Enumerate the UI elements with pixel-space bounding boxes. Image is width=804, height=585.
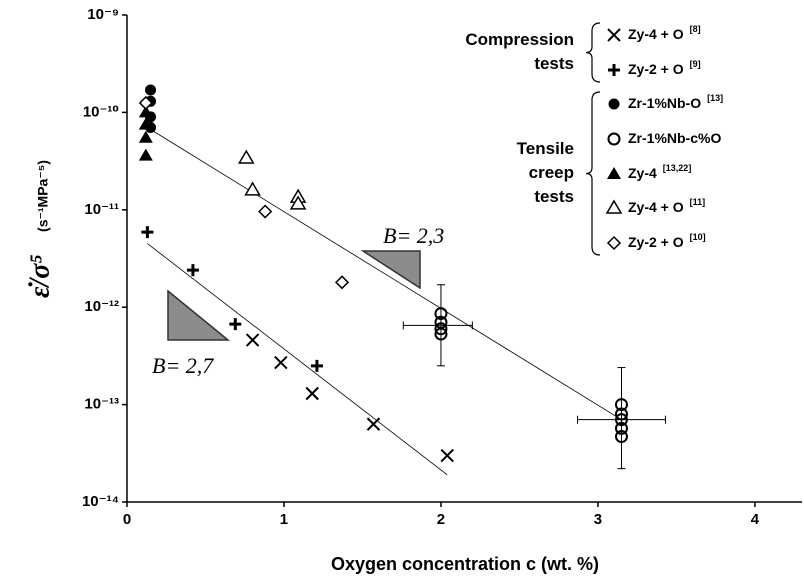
- marker-circle: [614, 430, 628, 444]
- marker-circle: [614, 413, 628, 427]
- marker-circle: [145, 84, 157, 96]
- marker-x: [305, 386, 319, 401]
- marker-diamond: [606, 235, 622, 251]
- legend-label: Zy-4 + O [8]: [628, 24, 701, 41]
- legend-label: Zy-4 + O [11]: [628, 197, 705, 214]
- annotation: B= 2,7: [152, 353, 214, 378]
- x-tick-label: 2: [437, 511, 445, 528]
- y-axis-units: (s⁻¹MPa⁻⁵): [35, 160, 51, 232]
- y-tick-label: 10⁻¹²: [84, 298, 119, 315]
- marker-triangle: [237, 149, 255, 164]
- marker-circle: [614, 398, 628, 412]
- legend-ref: [11]: [690, 197, 706, 207]
- legend-group-label: tests: [534, 187, 574, 206]
- legend-ref: [13,22]: [663, 163, 692, 173]
- y-tick-label: 10⁻¹³: [84, 396, 119, 413]
- legend-ref: [9]: [690, 59, 701, 69]
- marker-plus: [229, 318, 242, 331]
- y-tick-label: 10⁻⁹: [87, 6, 119, 23]
- marker-triangle: [607, 167, 621, 179]
- marker-triangle: [138, 148, 153, 161]
- marker-triangle: [138, 105, 153, 118]
- marker-circle: [614, 421, 628, 435]
- marker-circle: [434, 327, 448, 341]
- legend-name: Zr-1%Nb-O: [628, 95, 701, 111]
- legend-group-label: tests: [534, 54, 574, 73]
- x-tick-label: 4: [751, 511, 760, 528]
- legend-brace: [585, 22, 601, 83]
- legend-group-label: Tensile: [517, 139, 574, 158]
- marker-triangle: [138, 117, 153, 130]
- legend-label: Zy-2 + O [10]: [628, 232, 706, 249]
- slope-triangle: [360, 250, 421, 290]
- x-tick-label: 1: [280, 511, 288, 528]
- marker-circle: [607, 132, 621, 146]
- y-tick-label: 10⁻¹¹: [84, 201, 119, 218]
- marker-triangle: [138, 130, 153, 143]
- x-axis-label: Oxygen concentration c (wt. %): [331, 554, 599, 574]
- legend-label: Zy-4 [13,22]: [628, 163, 691, 180]
- fit-line: [147, 243, 448, 476]
- marker-circle: [608, 98, 620, 110]
- legend-name: Zy-4: [628, 165, 657, 181]
- marker-diamond: [258, 204, 273, 219]
- marker-x: [607, 28, 621, 42]
- legend-ref: [8]: [690, 24, 701, 34]
- y-tick-label: 10⁻¹⁰: [83, 103, 119, 120]
- marker-plus: [608, 64, 620, 76]
- annotation: B= 2,3: [383, 223, 444, 248]
- legend-name: Zy-2 + O: [628, 234, 684, 250]
- marker-x: [274, 355, 288, 370]
- marker-x: [245, 333, 260, 347]
- marker-circle: [614, 407, 628, 421]
- marker-triangle: [244, 181, 261, 196]
- legend-label: Zr-1%Nb-O [13]: [628, 93, 723, 110]
- x-tick-label: 3: [594, 511, 602, 528]
- legend-brace: [585, 91, 601, 256]
- marker-circle: [434, 307, 448, 321]
- fit-line: [147, 127, 622, 421]
- legend-name: Zr-1%Nb-c%O: [628, 130, 721, 146]
- marker-plus: [141, 226, 154, 239]
- marker-diamond: [138, 95, 153, 111]
- legend-label: Zr-1%Nb-c%O: [628, 130, 721, 146]
- marker-triangle: [289, 195, 307, 210]
- marker-circle: [434, 322, 448, 336]
- legend-ref: [13]: [707, 93, 723, 103]
- x-tick-label: 0: [123, 511, 131, 528]
- marker-plus: [186, 264, 199, 277]
- legend-name: Zy-4 + O: [628, 199, 684, 215]
- y-axis-label: ε̇/σ⁵: [24, 254, 55, 298]
- legend-group-label: Compression: [465, 30, 574, 49]
- y-axis-label-group: ε̇/σ⁵ (s⁻¹MPa⁻⁵): [24, 160, 55, 298]
- legend-name: Zy-4 + O: [628, 26, 684, 42]
- legend-group-label: creep: [529, 163, 574, 182]
- legend-ref: [10]: [690, 232, 706, 242]
- slope-triangle: [167, 289, 231, 341]
- marker-triangle: [605, 199, 623, 214]
- y-tick-label: 10⁻¹⁴: [82, 493, 119, 510]
- marker-plus: [310, 359, 323, 372]
- marker-diamond: [334, 275, 350, 290]
- marker-x: [440, 448, 454, 463]
- marker-x: [366, 417, 381, 431]
- legend-name: Zy-2 + O: [628, 61, 684, 77]
- legend-label: Zy-2 + O [9]: [628, 59, 701, 76]
